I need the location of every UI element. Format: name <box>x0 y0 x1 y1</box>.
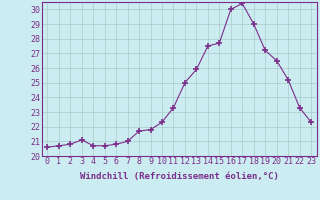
X-axis label: Windchill (Refroidissement éolien,°C): Windchill (Refroidissement éolien,°C) <box>80 172 279 181</box>
